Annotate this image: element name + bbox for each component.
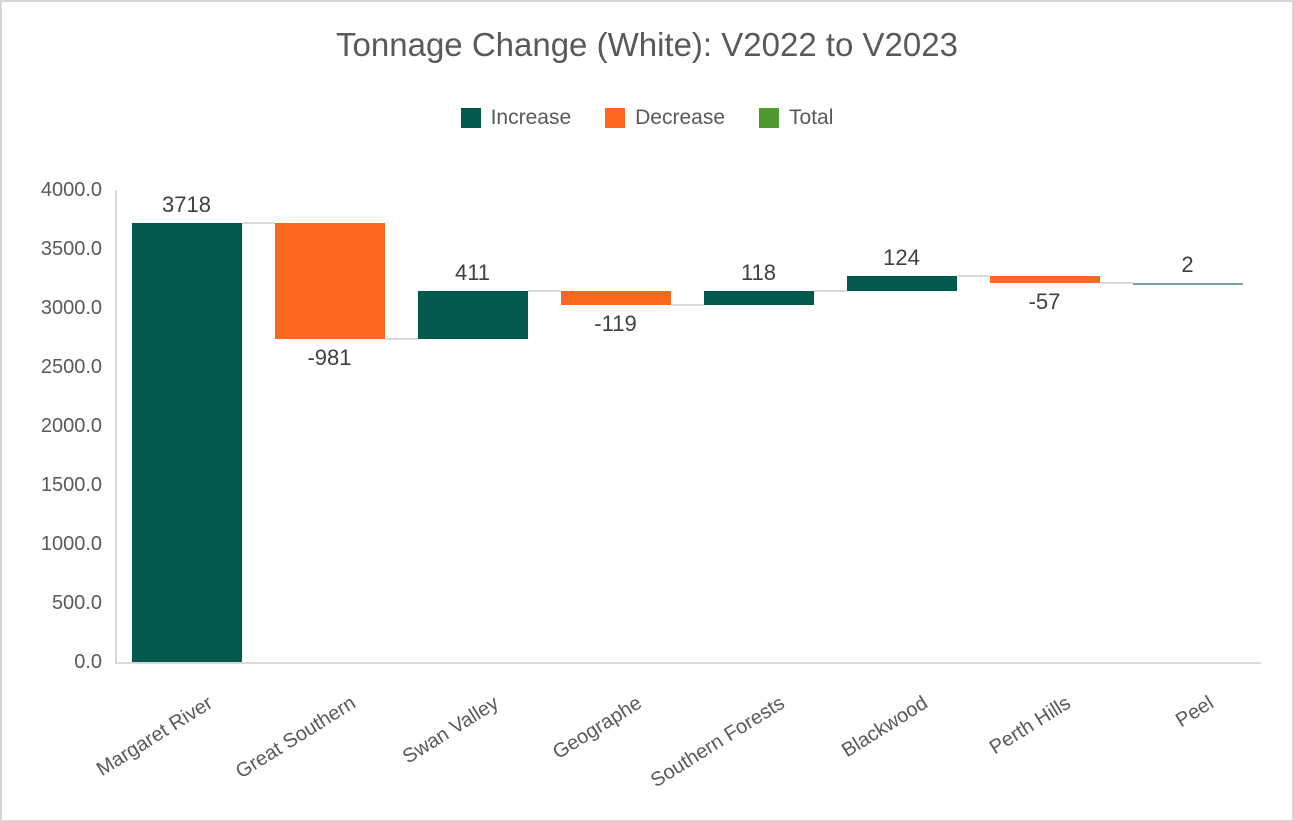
x-axis-label-margaret-river: Margaret River	[92, 692, 217, 781]
bar-value-label: 3718	[162, 192, 211, 218]
bar-value-label: 124	[883, 245, 920, 271]
waterfall-connector	[1099, 281, 1133, 284]
legend-label-total: Total	[789, 106, 834, 129]
chart-title: Tonnage Change (White): V2022 to V2023	[336, 26, 958, 63]
waterfall-connector	[670, 303, 704, 306]
waterfall-connector	[527, 289, 561, 292]
y-axis-tick-label: 0.0	[74, 651, 102, 673]
y-axis-tick-label: 2500.0	[40, 356, 102, 378]
x-axis-label-great-southern: Great Southern	[231, 692, 360, 784]
legend-item-increase[interactable]: Increase	[460, 106, 572, 130]
x-axis-label-southern-forests: Southern Forests	[646, 692, 789, 792]
bar-swan-valley[interactable]	[417, 290, 528, 340]
y-axis-tick-label: 500.0	[51, 592, 102, 614]
y-axis-tick-label: 3000.0	[40, 297, 102, 319]
y-axis-tick-label: 3500.0	[40, 238, 102, 260]
bar-geographe[interactable]	[560, 290, 671, 305]
y-axis-tick-label: 4000.0	[40, 179, 102, 201]
bar-perth-hills[interactable]	[989, 276, 1100, 283]
waterfall-connector	[384, 338, 418, 341]
chart-legend: Increase Decrease Total	[2, 106, 1292, 130]
waterfall-connector	[241, 222, 275, 225]
x-axis-label-perth-hills: Perth Hills	[985, 692, 1075, 759]
legend-item-decrease[interactable]: Decrease	[605, 106, 725, 130]
decrease-swatch-icon	[605, 108, 626, 128]
bar-blackwood[interactable]	[846, 276, 957, 291]
y-axis-tick-label: 1000.0	[40, 533, 102, 555]
x-axis-label-geographe: Geographe	[548, 692, 646, 764]
x-axis-label-swan-valley: Swan Valley	[398, 692, 503, 769]
plot-area	[115, 190, 1261, 664]
x-axis-label-blackwood: Blackwood	[837, 692, 932, 762]
bar-southern-forests[interactable]	[703, 290, 814, 305]
legend-label-decrease: Decrease	[635, 106, 726, 129]
bar-value-label: -119	[594, 310, 637, 336]
bar-value-label: 2	[1181, 251, 1194, 277]
waterfall-connector	[956, 275, 990, 278]
increase-swatch-icon	[460, 108, 481, 128]
x-axis-label-peel: Peel	[1171, 692, 1218, 732]
bar-value-label: -57	[1028, 288, 1061, 314]
waterfall-connector	[813, 289, 847, 292]
bar-value-label: -981	[307, 345, 352, 371]
bar-great-southern[interactable]	[274, 223, 385, 340]
legend-label-increase: Increase	[490, 106, 572, 129]
y-axis-tick-label: 1500.0	[40, 474, 102, 496]
bar-margaret-river[interactable]	[131, 223, 242, 662]
bar-value-label: 411	[454, 259, 491, 285]
bar-peel[interactable]	[1132, 282, 1243, 285]
total-swatch-icon	[759, 108, 780, 128]
y-axis-tick-label: 2000.0	[40, 415, 102, 437]
bar-value-label: 118	[740, 259, 777, 285]
legend-item-total[interactable]: Total	[759, 106, 833, 130]
